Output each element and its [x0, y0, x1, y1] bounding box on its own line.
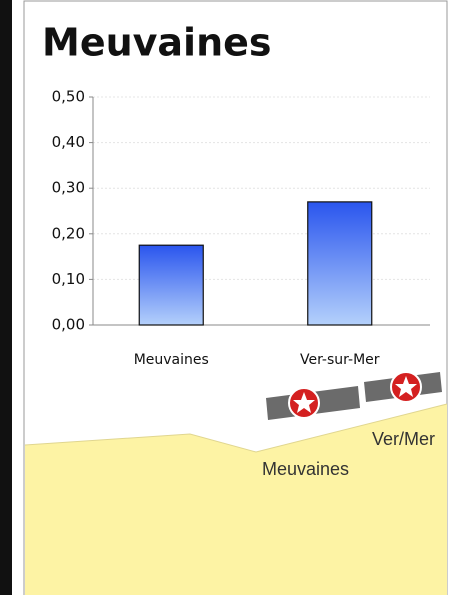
bar — [138, 244, 204, 326]
land — [25, 404, 447, 595]
coast — [24, 403, 448, 453]
y-tick-label: 0,00 — [52, 316, 85, 334]
x-tick-label: Ver-sur-Mer — [300, 352, 380, 368]
y-tick-label: 0,30 — [52, 179, 85, 197]
left-edge — [0, 0, 12, 595]
chart-title: Meuvaines — [42, 21, 272, 65]
road — [266, 371, 442, 420]
x-tick-label: Meuvaines — [134, 352, 209, 368]
bar — [307, 201, 373, 326]
y-tick-label: 0,40 — [52, 133, 85, 151]
map-label: Meuvaines — [262, 459, 349, 479]
map-label: Ver/Mer — [372, 429, 435, 449]
y-tick-label: 0,20 — [52, 224, 85, 242]
y-tick-label: 0,10 — [52, 270, 85, 288]
y-tick-label: 0,50 — [52, 88, 85, 106]
